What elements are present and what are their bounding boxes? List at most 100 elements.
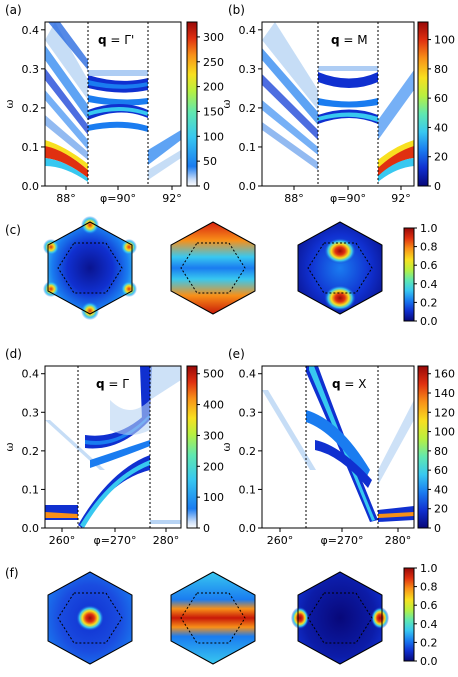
y-tick-label: 0.3 xyxy=(239,406,257,419)
colorbar-tick-label: 40 xyxy=(434,483,448,496)
colorbar-tick-label: 0.0 xyxy=(420,315,438,328)
y-tick-label: 0.0 xyxy=(22,522,40,535)
colorbar-tick-label: 80 xyxy=(434,445,448,458)
spectrum-b xyxy=(262,22,414,182)
colorbar-tick-label: 140 xyxy=(434,387,455,400)
panel-e-title-q: q xyxy=(332,377,341,391)
y-tick-label: 0.0 xyxy=(239,522,257,535)
x-tick-label: φ=270° xyxy=(321,534,364,547)
colorbar-tick-label: 300 xyxy=(203,429,224,442)
colorbar xyxy=(417,21,429,187)
colorbar-tick-label: 0.2 xyxy=(420,636,438,649)
spectrum-d xyxy=(45,366,181,528)
y-tick-label: 0.1 xyxy=(239,483,257,496)
svg-text:q = Γ': q = Γ' xyxy=(98,33,134,47)
y-tick-label: 0.3 xyxy=(22,406,40,419)
panel-label-a: (a) xyxy=(5,3,22,17)
colorbar-tick-label: 400 xyxy=(203,399,224,412)
colorbar-tick-label: 60 xyxy=(434,92,448,105)
colorbar-tick-label: 250 xyxy=(203,56,224,69)
panel-label-e: (e) xyxy=(228,347,245,361)
y-axis-label: ω xyxy=(3,442,16,451)
colorbar xyxy=(186,365,198,529)
colorbar-tick-label: 0 xyxy=(203,522,210,535)
hex-map-f3 xyxy=(291,571,389,665)
panel-e: (e) q = X 0.0 0.1 0.2 0.3 0.4 260° φ=270° 280° ω… xyxy=(220,347,455,547)
y-tick-label: 0.1 xyxy=(22,141,40,154)
svg-text:q = Γ: q = Γ xyxy=(96,377,129,391)
hex-map-c1 xyxy=(43,216,137,320)
y-tick-label: 0.3 xyxy=(239,63,257,76)
hex-map-c2 xyxy=(170,221,256,315)
colorbar-tick-label: 0.2 xyxy=(420,296,438,309)
colorbar-tick-label: 80 xyxy=(434,63,448,76)
colorbar-tick-label: 50 xyxy=(203,155,217,168)
colorbar xyxy=(186,21,198,187)
panel-e-title: = X xyxy=(341,377,367,391)
spectrum-a xyxy=(45,22,181,182)
panel-d-title-q: q xyxy=(96,377,105,391)
colorbar-tick-label: 0.6 xyxy=(420,259,438,272)
panel-f: (f) 0.0 0.2 0.4 0.6 0.8 1.0 xyxy=(5,562,438,668)
y-tick-label: 0.4 xyxy=(22,368,40,381)
colorbar-tick-label: 0.4 xyxy=(420,618,438,631)
panel-a: (a) q = Γ' xyxy=(3,3,224,205)
colorbar-tick-label: 60 xyxy=(434,464,448,477)
y-axis-label: ω xyxy=(220,442,233,451)
panel-b-title-q: q xyxy=(331,33,340,47)
x-tick-label: 88° xyxy=(56,192,76,205)
hex-map-f1 xyxy=(47,571,133,665)
x-tick-label: 88° xyxy=(284,192,304,205)
panel-label-c: (c) xyxy=(5,223,21,237)
panel-label-b: (b) xyxy=(228,3,245,17)
x-tick-label: 280° xyxy=(385,534,412,547)
panel-d: (d) q = Γ 0.0 0.1 0.2 0.3 0.4 260° φ=270° 280° ω… xyxy=(3,347,224,547)
y-tick-label: 0.1 xyxy=(239,141,257,154)
colorbar-tick-label: 500 xyxy=(203,368,224,381)
colorbar xyxy=(403,227,415,322)
y-tick-label: 0.1 xyxy=(22,483,40,496)
spectrum-e xyxy=(262,366,414,522)
hex-map-f2 xyxy=(170,571,256,665)
x-tick-label: 280° xyxy=(153,534,180,547)
x-tick-label: φ=90° xyxy=(330,192,366,205)
colorbar-tick-label: 200 xyxy=(203,81,224,94)
colorbar-tick-label: 120 xyxy=(434,406,455,419)
x-tick-label: 260° xyxy=(267,534,294,547)
x-tick-label: 260° xyxy=(49,534,76,547)
panel-b-title: = M xyxy=(340,33,368,47)
colorbar xyxy=(403,567,415,662)
y-tick-label: 0.2 xyxy=(22,445,40,458)
x-tick-label: 92° xyxy=(162,192,182,205)
y-axis-label: ω xyxy=(220,99,233,108)
y-tick-label: 0.2 xyxy=(239,445,257,458)
y-tick-label: 0.2 xyxy=(22,102,40,115)
colorbar-tick-label: 100 xyxy=(434,426,455,439)
y-tick-label: 0.4 xyxy=(22,24,40,37)
colorbar-tick-label: 100 xyxy=(203,491,224,504)
y-axis-label: ω xyxy=(3,99,16,108)
colorbar-tick-label: 0.6 xyxy=(420,599,438,612)
colorbar-tick-label: 0 xyxy=(434,180,441,193)
colorbar-tick-label: 200 xyxy=(203,460,224,473)
colorbar-tick-label: 0.8 xyxy=(420,581,438,594)
y-tick-label: 0.0 xyxy=(239,180,257,193)
y-tick-label: 0.4 xyxy=(239,368,257,381)
colorbar-tick-label: 100 xyxy=(203,130,224,143)
y-tick-label: 0.3 xyxy=(22,63,40,76)
colorbar-tick-label: 0 xyxy=(434,522,441,535)
panel-a-title: = Γ' xyxy=(107,33,135,47)
colorbar-tick-label: 20 xyxy=(434,151,448,164)
panel-b: (b) q = M 0.0 0.1 0.2 0.3 0.4 88° φ=90° 92° ω 0 20… xyxy=(220,3,455,205)
colorbar-tick-label: 150 xyxy=(203,105,224,118)
panel-label-f: (f) xyxy=(5,566,19,580)
panel-d-title: = Γ xyxy=(105,377,130,391)
x-tick-label: φ=90° xyxy=(100,192,136,205)
hex-map-c3 xyxy=(297,221,383,315)
y-tick-label: 0.4 xyxy=(239,24,257,37)
colorbar-tick-label: 100 xyxy=(434,34,455,47)
x-tick-label: 92° xyxy=(391,192,411,205)
colorbar xyxy=(417,365,429,529)
colorbar-tick-label: 160 xyxy=(434,368,455,381)
